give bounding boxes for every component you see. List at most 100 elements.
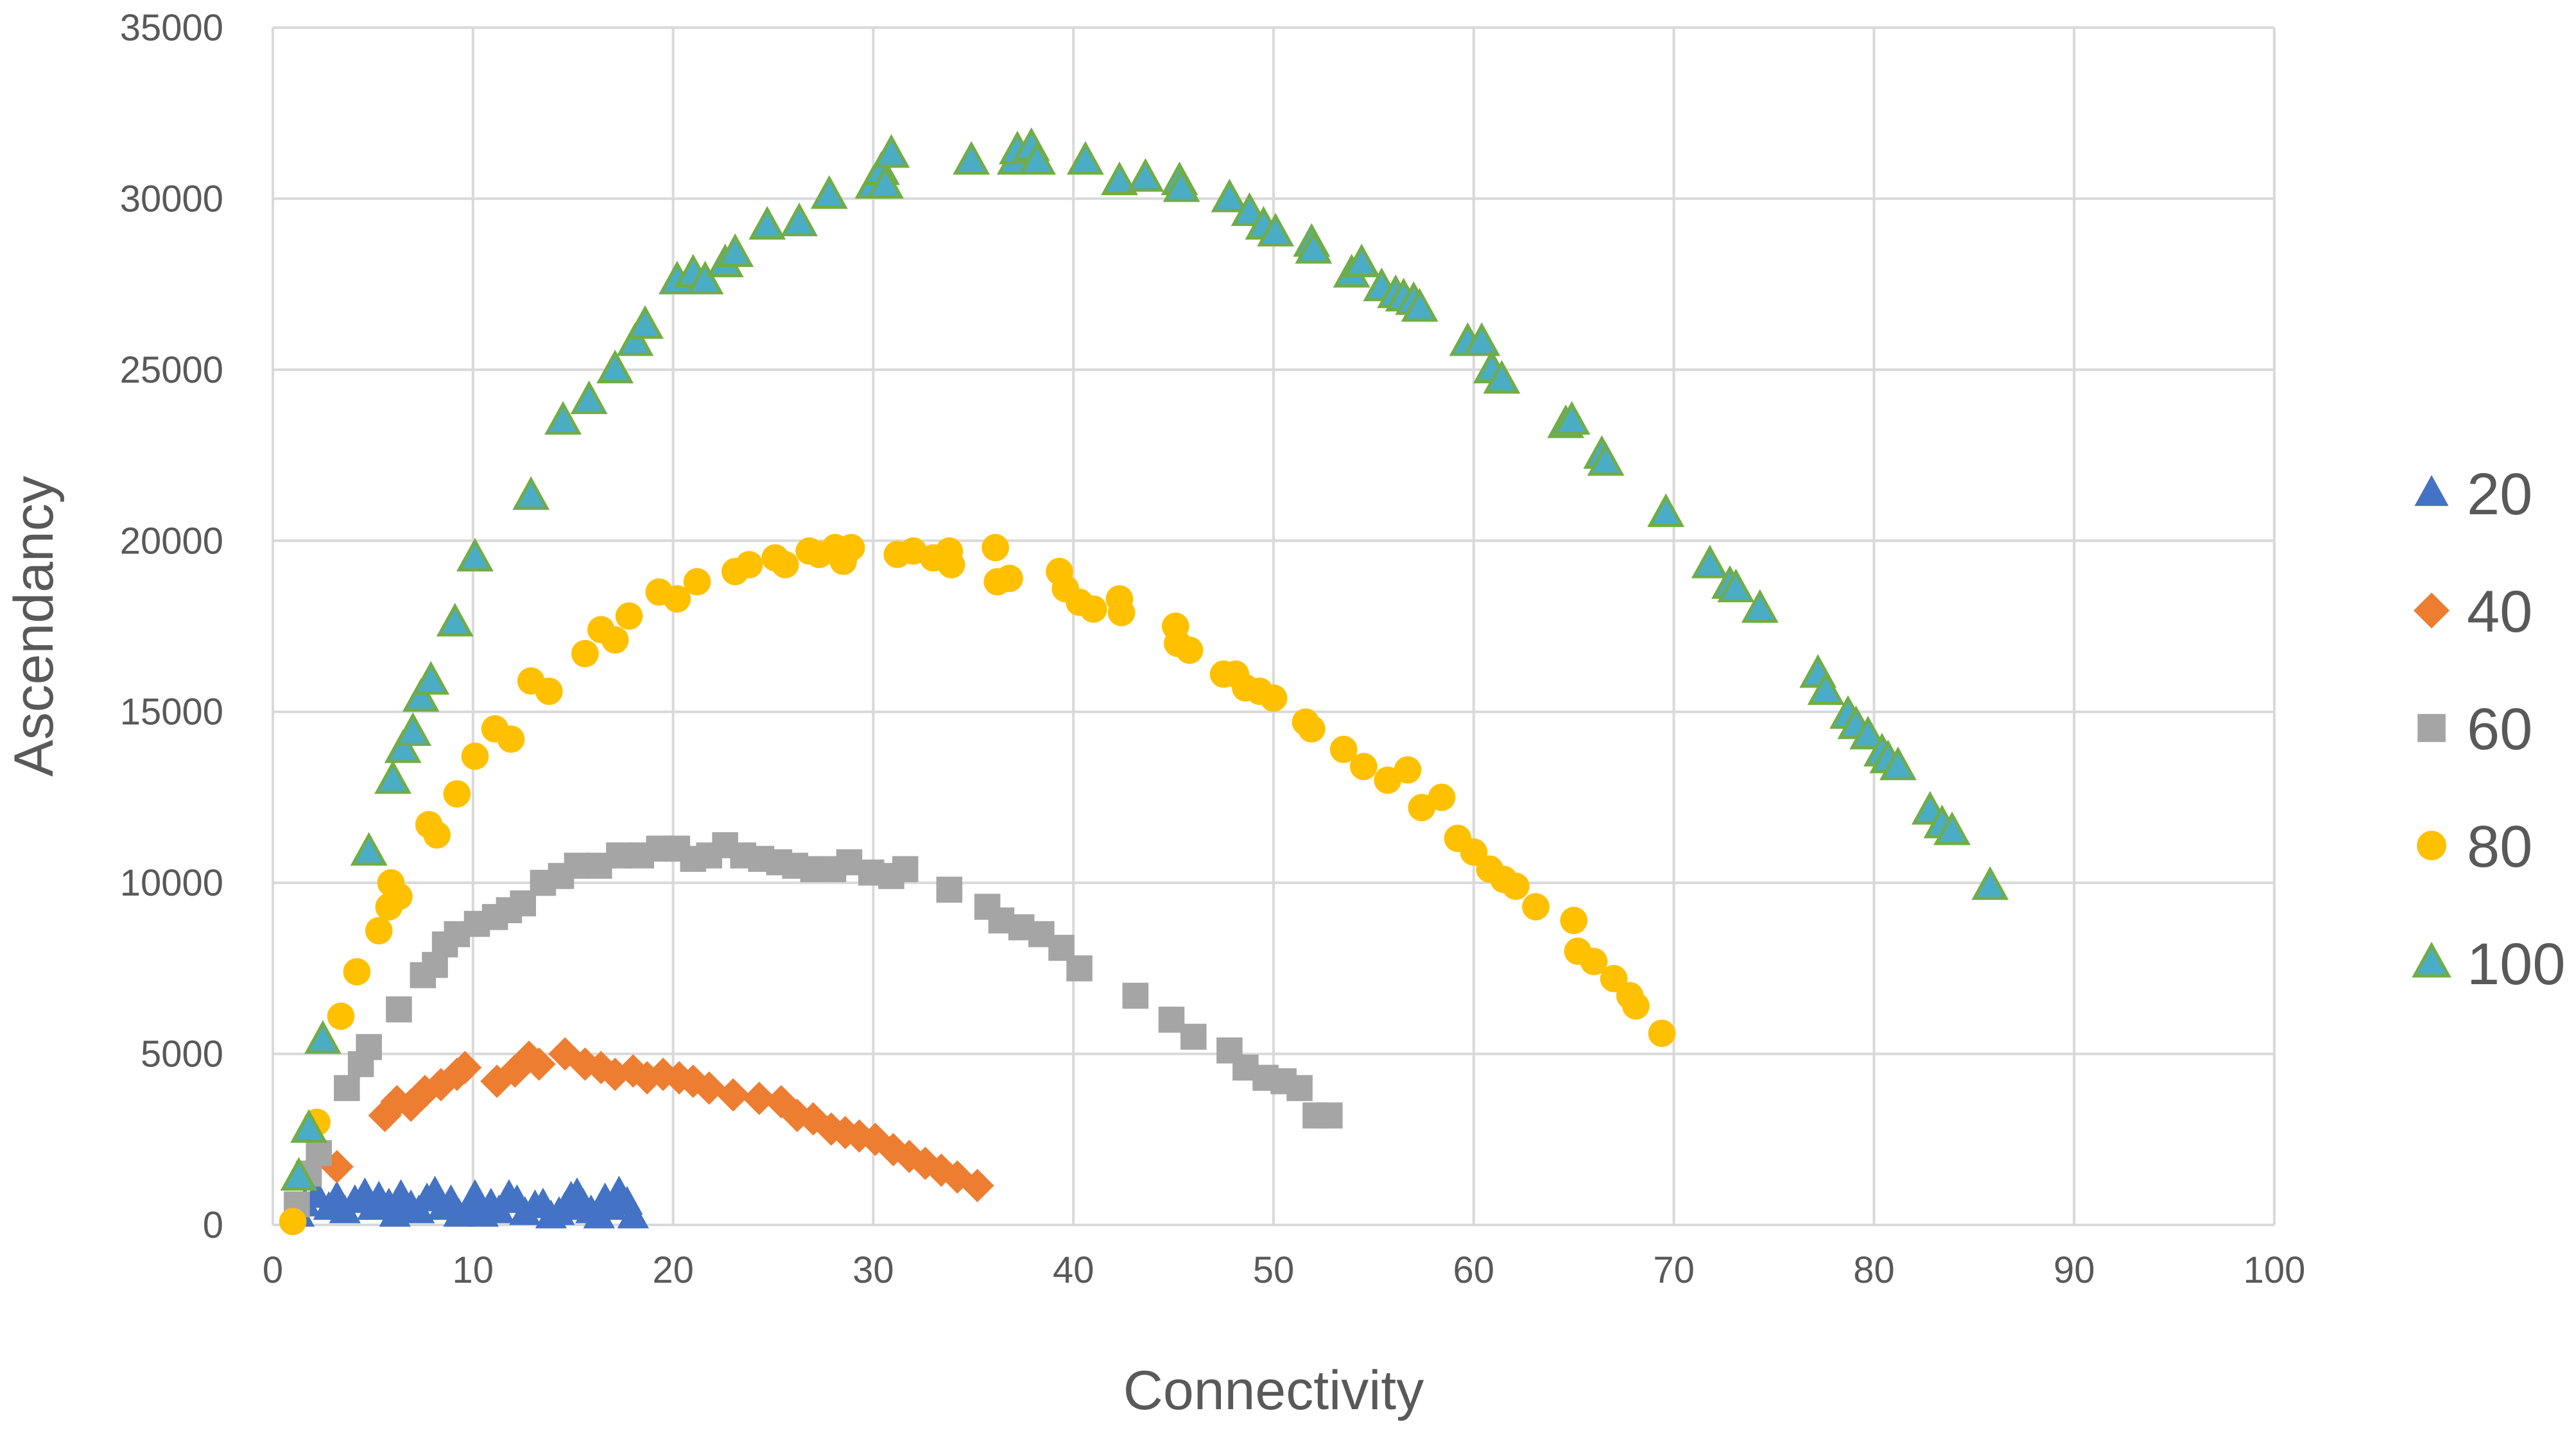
x-tick-label: 70 xyxy=(1653,1249,1695,1291)
data-point xyxy=(1849,715,1887,750)
series-60 xyxy=(284,832,1343,1218)
data-points xyxy=(279,127,2009,1235)
series-40 xyxy=(320,1037,994,1202)
data-point xyxy=(304,1020,341,1054)
legend-label: 100 xyxy=(2467,932,2566,997)
y-tick-label: 20000 xyxy=(120,520,223,562)
data-point xyxy=(683,568,711,596)
data-point xyxy=(306,1140,332,1166)
data-point xyxy=(1394,756,1422,784)
data-point xyxy=(379,1198,411,1227)
data-point xyxy=(1066,955,1093,982)
data-point xyxy=(981,533,1009,562)
data-point xyxy=(1622,992,1650,1020)
data-point xyxy=(564,853,591,879)
x-tick-label: 50 xyxy=(1253,1249,1295,1291)
legend: 20 40 60 80 100 xyxy=(2412,462,2566,997)
data-point xyxy=(280,1157,318,1191)
data-point xyxy=(1019,141,1057,175)
data-point xyxy=(1329,736,1358,763)
data-point xyxy=(1317,1102,1343,1129)
legend-marker xyxy=(2417,714,2446,742)
x-axis-title: Connectivity xyxy=(1123,1360,1424,1421)
x-tick-label: 20 xyxy=(652,1249,694,1291)
data-point xyxy=(1180,1023,1207,1050)
legend-item-80: 80 xyxy=(2417,814,2532,880)
legend-item-40: 40 xyxy=(2414,579,2532,645)
x-tick-label: 10 xyxy=(453,1249,494,1291)
data-point xyxy=(571,639,599,668)
series-80 xyxy=(279,533,1676,1235)
y-tick-label: 35000 xyxy=(120,7,223,49)
data-point xyxy=(937,551,965,578)
data-point xyxy=(412,661,450,695)
data-point xyxy=(836,849,863,876)
data-point xyxy=(334,1075,360,1102)
legend-item-100: 100 xyxy=(2412,932,2566,997)
data-point xyxy=(1107,598,1136,627)
data-point xyxy=(1259,684,1288,712)
data-point xyxy=(1211,178,1249,212)
data-point xyxy=(402,678,440,712)
data-point xyxy=(1580,948,1608,976)
data-point xyxy=(1175,636,1204,664)
data-point xyxy=(1343,243,1381,277)
data-point xyxy=(663,585,691,613)
data-point xyxy=(1741,589,1779,623)
data-point xyxy=(1501,872,1530,900)
data-point xyxy=(1463,322,1501,356)
y-tick-label: 15000 xyxy=(120,691,223,733)
data-point xyxy=(343,958,371,986)
data-point xyxy=(570,380,608,415)
data-point xyxy=(810,175,848,209)
x-tick-label: 60 xyxy=(1453,1249,1495,1291)
data-point xyxy=(996,564,1023,593)
data-point xyxy=(1971,866,2009,900)
data-point xyxy=(1158,1007,1185,1033)
data-point xyxy=(1286,1075,1313,1102)
data-point xyxy=(735,551,763,578)
data-point xyxy=(1553,401,1591,435)
data-point xyxy=(1879,746,1917,781)
data-point xyxy=(386,996,412,1023)
data-point xyxy=(522,1047,556,1081)
data-point xyxy=(867,164,904,199)
data-point xyxy=(1163,168,1200,202)
legend-label: 40 xyxy=(2467,579,2532,645)
data-point xyxy=(716,1078,750,1112)
data-point xyxy=(1295,230,1333,264)
data-point xyxy=(461,742,489,770)
data-point xyxy=(1587,442,1625,476)
data-point xyxy=(356,1034,382,1061)
data-point xyxy=(781,202,818,236)
legend-marker xyxy=(2414,475,2449,507)
x-tick-label: 100 xyxy=(2243,1249,2306,1291)
data-point xyxy=(837,533,865,562)
data-point xyxy=(350,832,388,866)
data-point xyxy=(953,141,990,175)
y-tick-label: 10000 xyxy=(120,862,223,904)
data-point xyxy=(443,780,471,808)
series-20 xyxy=(282,1175,649,1229)
data-point xyxy=(377,869,405,897)
data-point xyxy=(1691,544,1729,578)
data-point xyxy=(960,1168,994,1202)
data-point xyxy=(630,1061,664,1095)
data-point xyxy=(1647,493,1685,527)
data-point xyxy=(374,760,412,794)
data-point xyxy=(448,1050,482,1084)
data-point xyxy=(1080,595,1107,623)
data-point xyxy=(1600,965,1628,993)
data-point xyxy=(892,856,919,883)
legend-label: 60 xyxy=(2467,697,2532,762)
data-point xyxy=(1648,1019,1676,1047)
data-point xyxy=(748,205,786,240)
y-tick-label: 0 xyxy=(203,1204,223,1246)
data-point xyxy=(742,1081,776,1115)
data-point xyxy=(483,1194,515,1224)
x-tick-label: 40 xyxy=(1053,1249,1094,1291)
data-point xyxy=(1460,838,1488,866)
data-point xyxy=(616,322,654,356)
legend-label: 20 xyxy=(2467,462,2532,527)
